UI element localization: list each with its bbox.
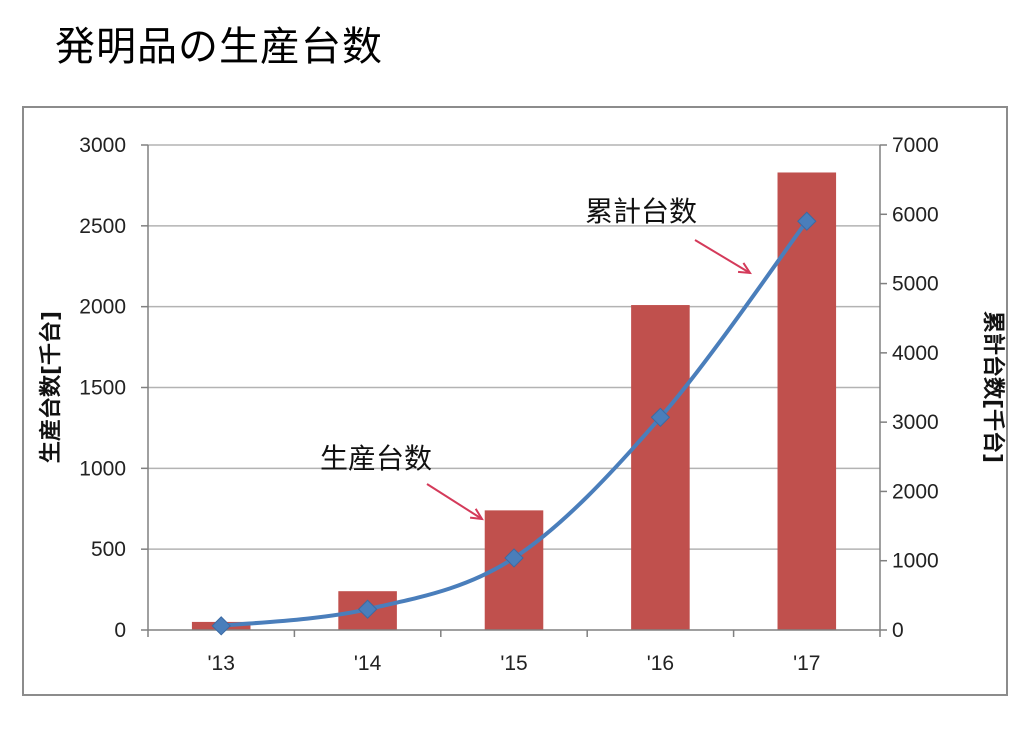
- cumulative-line: [220, 220, 809, 628]
- annotation-arrow-cumulative: [694, 239, 751, 274]
- y-right-tick-label: 1000: [892, 550, 939, 573]
- y-right-axis-title: 累計台数[千台]: [980, 311, 1006, 463]
- line-point: [797, 211, 817, 231]
- x-tick-label: '14: [354, 652, 382, 675]
- y-left-tick-label: 3000: [79, 134, 126, 157]
- y-right-tick-label: 6000: [892, 203, 939, 226]
- axes: [141, 144, 887, 637]
- y-left-tick-label: 0: [114, 619, 126, 642]
- annotation-arrow-cumulative-head: [737, 262, 752, 275]
- annotation-arrow-production-head: [469, 508, 484, 521]
- annotation-arrow-production: [426, 483, 483, 520]
- bar: [777, 172, 837, 630]
- gridlines: [148, 144, 880, 550]
- y-left-tick-label: 500: [91, 538, 126, 561]
- y-right-tick-label: 3000: [892, 411, 939, 434]
- tick-labels: 0 500 1000 1500 2000 2500 3000 0 1000 2000 3000 400…: [79, 134, 938, 675]
- annotation-arrows: [426, 239, 752, 521]
- x-tick-label: '13: [208, 652, 235, 675]
- y-left-tick-label: 1500: [79, 377, 126, 400]
- y-right-tick-label: 7000: [892, 134, 939, 157]
- y-right-tick-label: 5000: [892, 273, 939, 296]
- line-point: [504, 548, 524, 568]
- x-tick-label: '15: [500, 652, 527, 675]
- y-left-tick-label: 2000: [79, 296, 126, 319]
- annotation-cumulative: 累計台数: [585, 195, 697, 228]
- line-point: [650, 407, 671, 427]
- y-left-tick-label: 1000: [79, 457, 126, 480]
- y-right-tick-label: 4000: [892, 342, 939, 365]
- x-tick-label: '17: [793, 652, 820, 675]
- bar: [631, 305, 690, 630]
- line-point: [357, 599, 378, 619]
- line-point: [211, 616, 231, 636]
- annotation-production: 生産台数: [320, 442, 432, 475]
- page-title: 発明品の生産台数: [55, 24, 383, 70]
- y-right-tick-label: 2000: [892, 480, 939, 503]
- y-left-axis-title: 生産台数[千台]: [38, 311, 64, 463]
- y-left-tick-label: 2500: [79, 215, 126, 238]
- line-series: [211, 211, 817, 636]
- x-tick-label: '16: [647, 652, 674, 675]
- y-right-tick-label: 0: [892, 619, 904, 642]
